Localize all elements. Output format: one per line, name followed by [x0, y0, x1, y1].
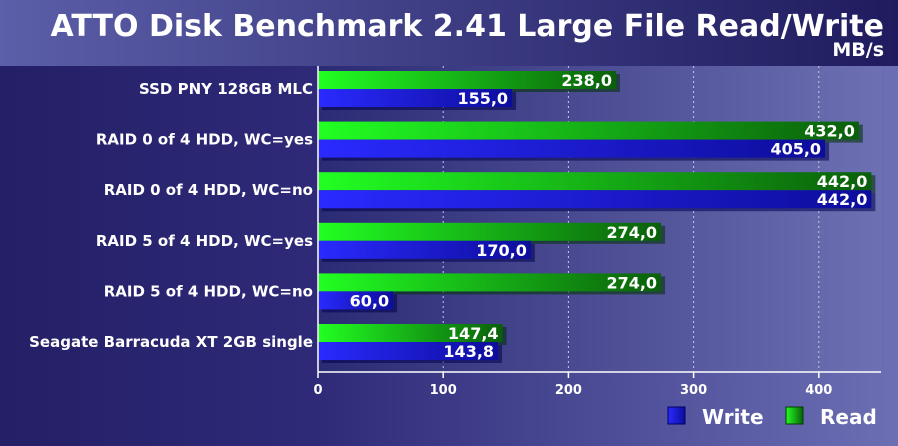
read-value-label: 147,4	[448, 324, 499, 343]
title-band	[0, 0, 898, 66]
write-bar	[318, 89, 513, 107]
x-tick-label: 300	[680, 383, 707, 398]
x-tick-label: 100	[430, 383, 457, 398]
legend-swatch-write	[667, 406, 686, 425]
x-axis: 0 100 200 300 400	[313, 66, 881, 398]
write-value-label: 143,8	[443, 342, 494, 361]
read-value-label: 238,0	[561, 71, 612, 90]
legend-label-read: Read	[820, 405, 877, 429]
read-bar	[318, 172, 872, 191]
chart-title: ATTO Disk Benchmark 2.41 Large File Read…	[51, 9, 884, 44]
write-bar	[318, 190, 872, 209]
category-label: SSD PNY 128GB MLC	[139, 80, 313, 98]
write-bar	[318, 291, 394, 310]
read-value-label: 274,0	[606, 223, 657, 242]
legend-swatch-read	[785, 406, 804, 425]
category-labels: SSD PNY 128GB MLC RAID 0 of 4 HDD, WC=yes…	[29, 80, 313, 351]
legend-label-write: Write	[702, 405, 764, 429]
write-bar	[318, 240, 531, 259]
legend: Write Read	[667, 405, 877, 429]
category-label: RAID 0 of 4 HDD, WC=yes	[96, 131, 313, 149]
gridlines	[442, 66, 820, 372]
category-label: RAID 5 of 4 HDD, WC=no	[104, 282, 313, 300]
read-bar	[318, 222, 662, 241]
write-value-label: 155,0	[457, 89, 508, 108]
category-label: Seagate Barracuda XT 2GB single	[29, 333, 313, 351]
read-bar	[318, 324, 503, 342]
category-label: RAID 0 of 4 HDD, WC=no	[104, 181, 313, 199]
read-bar	[318, 273, 662, 292]
category-label: RAID 5 of 4 HDD, WC=yes	[96, 232, 313, 250]
write-value-label: 442,0	[817, 190, 868, 209]
read-value-label: 432,0	[804, 122, 855, 141]
write-bar	[318, 342, 499, 360]
x-tick-label: 0	[313, 383, 322, 398]
x-tick-label: 400	[805, 383, 832, 398]
chart-unit: MB/s	[832, 39, 884, 61]
write-value-label: 170,0	[476, 241, 527, 260]
read-value-label: 442,0	[817, 172, 868, 191]
write-value-label: 60,0	[350, 291, 389, 310]
write-value-label: 405,0	[770, 140, 821, 159]
write-bar	[318, 139, 826, 158]
read-bar	[318, 121, 859, 140]
read-value-label: 274,0	[606, 273, 657, 292]
plot-area	[318, 66, 881, 372]
read-bar	[318, 71, 616, 89]
x-tick-label: 200	[555, 383, 582, 398]
